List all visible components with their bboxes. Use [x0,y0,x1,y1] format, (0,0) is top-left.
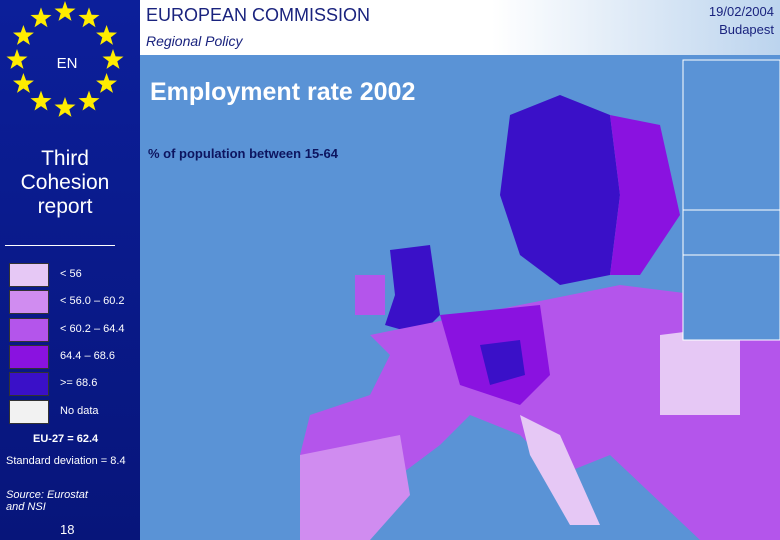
map-subtitle: % of population between 15-64 [148,146,339,161]
star [54,97,76,117]
star [6,49,28,69]
header: EUROPEAN COMMISSION Regional Policy 19/0… [140,0,780,55]
page-number: 18 [60,522,75,537]
star [13,25,34,45]
legend-label: No data [60,404,99,417]
star [78,90,100,111]
inset-panel [682,59,780,341]
legend-swatch [9,317,49,342]
legend-swatch [9,263,49,287]
deviation: Standard deviation = 8.4 [6,455,126,467]
source: Source: Eurostat and NSI [6,489,88,513]
legend-label: 64.4 – 68.6 [60,349,116,362]
east [660,325,740,415]
star [96,73,117,93]
star [102,49,124,69]
scandinavia [500,95,620,285]
organization: EUROPEAN COMMISSION [146,5,371,25]
legend-swatch [9,372,49,397]
language: EN [57,55,78,72]
department: Regional Policy [146,33,243,49]
map: Employment rate 2002 % of population bet… [140,55,780,540]
iberia [300,435,410,540]
southern-germany [480,340,525,385]
map-title: Employment rate 2002 [150,78,415,106]
britain [385,245,440,335]
italy [520,415,600,525]
star [30,7,52,28]
star [30,90,52,111]
legend-label: < 56 [60,268,82,280]
sidebar: EN Third Cohesion report < 56 < 56.0 – 60… [0,0,140,540]
separator [5,245,115,246]
ireland [355,275,385,315]
legend-swatch [9,399,49,424]
star [96,25,117,45]
star [54,1,76,21]
eu-flag: EN [6,1,124,117]
place: Budapest [719,22,774,37]
legend-label: < 60.2 – 64.4 [60,322,125,335]
finland [610,115,680,275]
star [13,73,34,93]
date: 19/02/2004 [708,4,774,19]
legend-swatch [9,344,49,369]
report: Third Cohesion report [20,147,110,218]
average: EU-27 = 62.4 [33,433,99,445]
legend-label: >= 68.6 [60,377,98,390]
legend-label: < 56.0 – 60.2 [60,295,125,308]
star [78,7,100,28]
legend-swatch [9,290,49,315]
